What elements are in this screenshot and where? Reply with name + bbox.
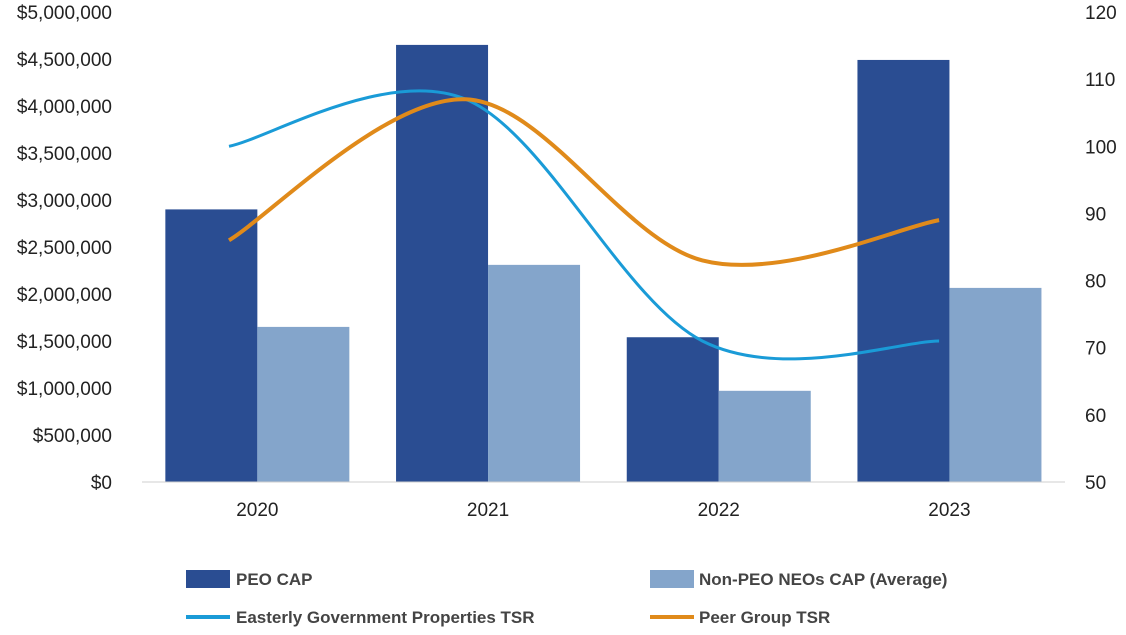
line-peer-group-tsr	[227, 97, 940, 267]
bars	[165, 44, 1042, 483]
legend-item-non-peo: Non-PEO NEOs CAP (Average)	[650, 570, 947, 589]
left-tick-label: $2,500,000	[17, 238, 112, 259]
bar-non-peo-neos-cap-average-2020	[257, 326, 350, 482]
bar-peo-cap-2020	[165, 209, 258, 482]
legend-item-peer-tsr: Peer Group TSR	[650, 608, 830, 627]
legend: PEO CAP Non-PEO NEOs CAP (Average) Easte…	[186, 570, 947, 627]
x-axis: 2020 2021 2022 2023	[236, 500, 970, 521]
left-tick-label: $4,000,000	[17, 97, 112, 118]
left-tick-label: $2,000,000	[17, 285, 112, 306]
left-tick-label: $1,000,000	[17, 379, 112, 400]
right-tick-label: 110	[1085, 70, 1115, 91]
x-tick-label: 2022	[698, 500, 740, 521]
lines	[227, 89, 940, 361]
left-axis: $0 $500,000 $1,000,000 $1,500,000 $2,000,000…	[17, 3, 112, 494]
bar-non-peo-neos-cap-average-2023	[949, 287, 1042, 482]
left-tick-label: $5,000,000	[17, 3, 112, 24]
x-tick-label: 2023	[928, 500, 970, 521]
right-tick-label: 50	[1085, 473, 1106, 494]
right-tick-label: 60	[1085, 406, 1106, 427]
right-tick-label: 90	[1085, 204, 1106, 225]
bar-peo-cap-2022	[626, 337, 719, 482]
legend-label-non-peo: Non-PEO NEOs CAP (Average)	[699, 570, 947, 589]
right-tick-label: 100	[1085, 137, 1117, 158]
left-tick-label: $3,500,000	[17, 144, 112, 165]
bar-peo-cap-2023	[857, 59, 950, 482]
left-tick-label: $500,000	[33, 426, 112, 447]
legend-label-easterly-tsr: Easterly Government Properties TSR	[236, 608, 535, 627]
right-axis: 50 60 70 80 90 100 110 120	[1085, 3, 1117, 494]
bar-non-peo-neos-cap-average-2021	[488, 264, 581, 482]
left-tick-label: $0	[91, 473, 112, 494]
legend-label-peer-tsr: Peer Group TSR	[699, 608, 830, 627]
left-tick-label: $3,000,000	[17, 191, 112, 212]
x-tick-label: 2020	[236, 500, 278, 521]
line-easterly-government-properties-tsr	[228, 89, 940, 361]
legend-swatch-peo-cap	[186, 570, 230, 588]
left-tick-label: $4,500,000	[17, 50, 112, 71]
legend-swatch-non-peo	[650, 570, 694, 588]
right-tick-label: 120	[1085, 3, 1117, 24]
left-tick-label: $1,500,000	[17, 332, 112, 353]
x-tick-label: 2021	[467, 500, 509, 521]
bar-peo-cap-2021	[396, 44, 489, 483]
legend-item-easterly-tsr: Easterly Government Properties TSR	[186, 608, 535, 627]
legend-label-peo-cap: PEO CAP	[236, 570, 313, 589]
right-tick-label: 70	[1085, 339, 1106, 360]
bar-non-peo-neos-cap-average-2022	[718, 390, 811, 482]
legend-item-peo-cap: PEO CAP	[186, 570, 313, 589]
right-tick-label: 80	[1085, 272, 1106, 293]
